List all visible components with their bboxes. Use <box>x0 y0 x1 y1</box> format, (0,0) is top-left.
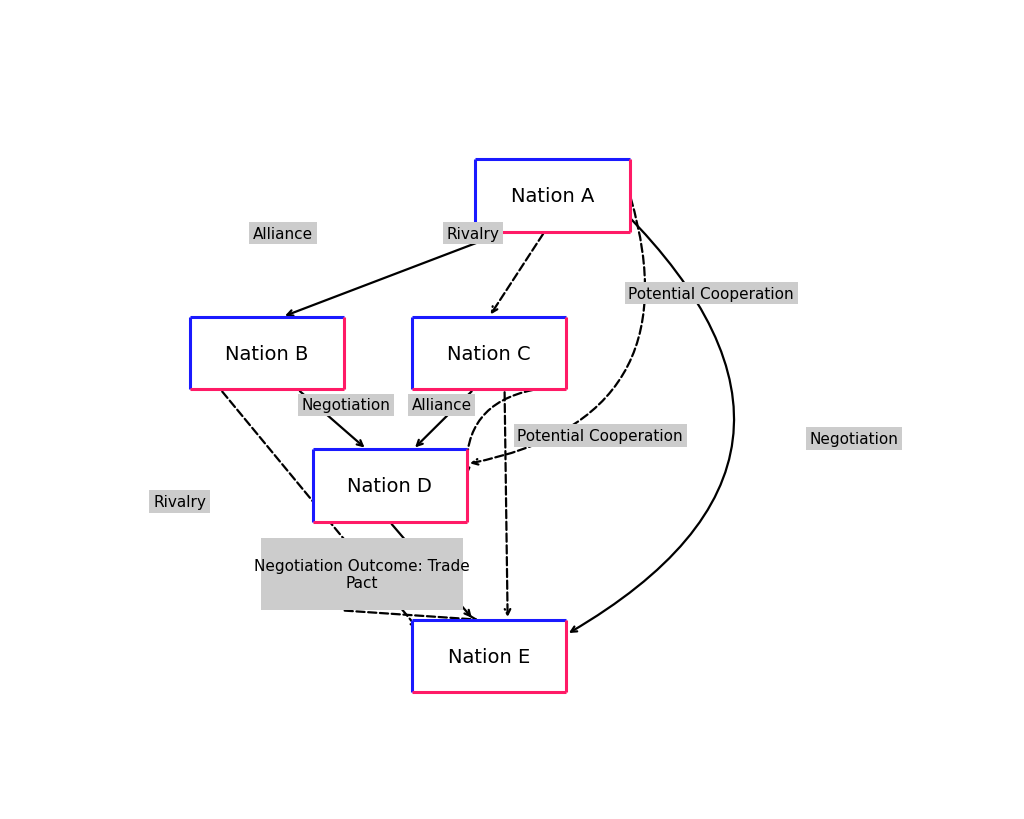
Bar <box>261 538 463 611</box>
Text: Rivalry: Rivalry <box>446 226 500 242</box>
Bar <box>189 318 344 390</box>
Text: Nation D: Nation D <box>347 477 432 495</box>
Text: Nation C: Nation C <box>447 344 530 363</box>
Text: Negotiation Outcome: Trade
Pact: Negotiation Outcome: Trade Pact <box>254 559 470 590</box>
Text: Nation B: Nation B <box>225 344 308 363</box>
Text: Potential Cooperation: Potential Cooperation <box>517 428 683 443</box>
Text: Negotiation: Negotiation <box>810 432 899 446</box>
Text: Nation A: Nation A <box>511 187 594 206</box>
Bar <box>412 620 566 693</box>
Text: Alliance: Alliance <box>253 226 312 242</box>
Text: Alliance: Alliance <box>412 398 471 413</box>
Bar <box>312 450 467 523</box>
Text: Potential Cooperation: Potential Cooperation <box>629 287 794 301</box>
Bar <box>475 160 630 233</box>
Bar <box>412 318 566 390</box>
Text: Rivalry: Rivalry <box>154 495 206 509</box>
Text: Negotiation: Negotiation <box>302 398 391 413</box>
Text: Nation E: Nation E <box>447 647 530 666</box>
